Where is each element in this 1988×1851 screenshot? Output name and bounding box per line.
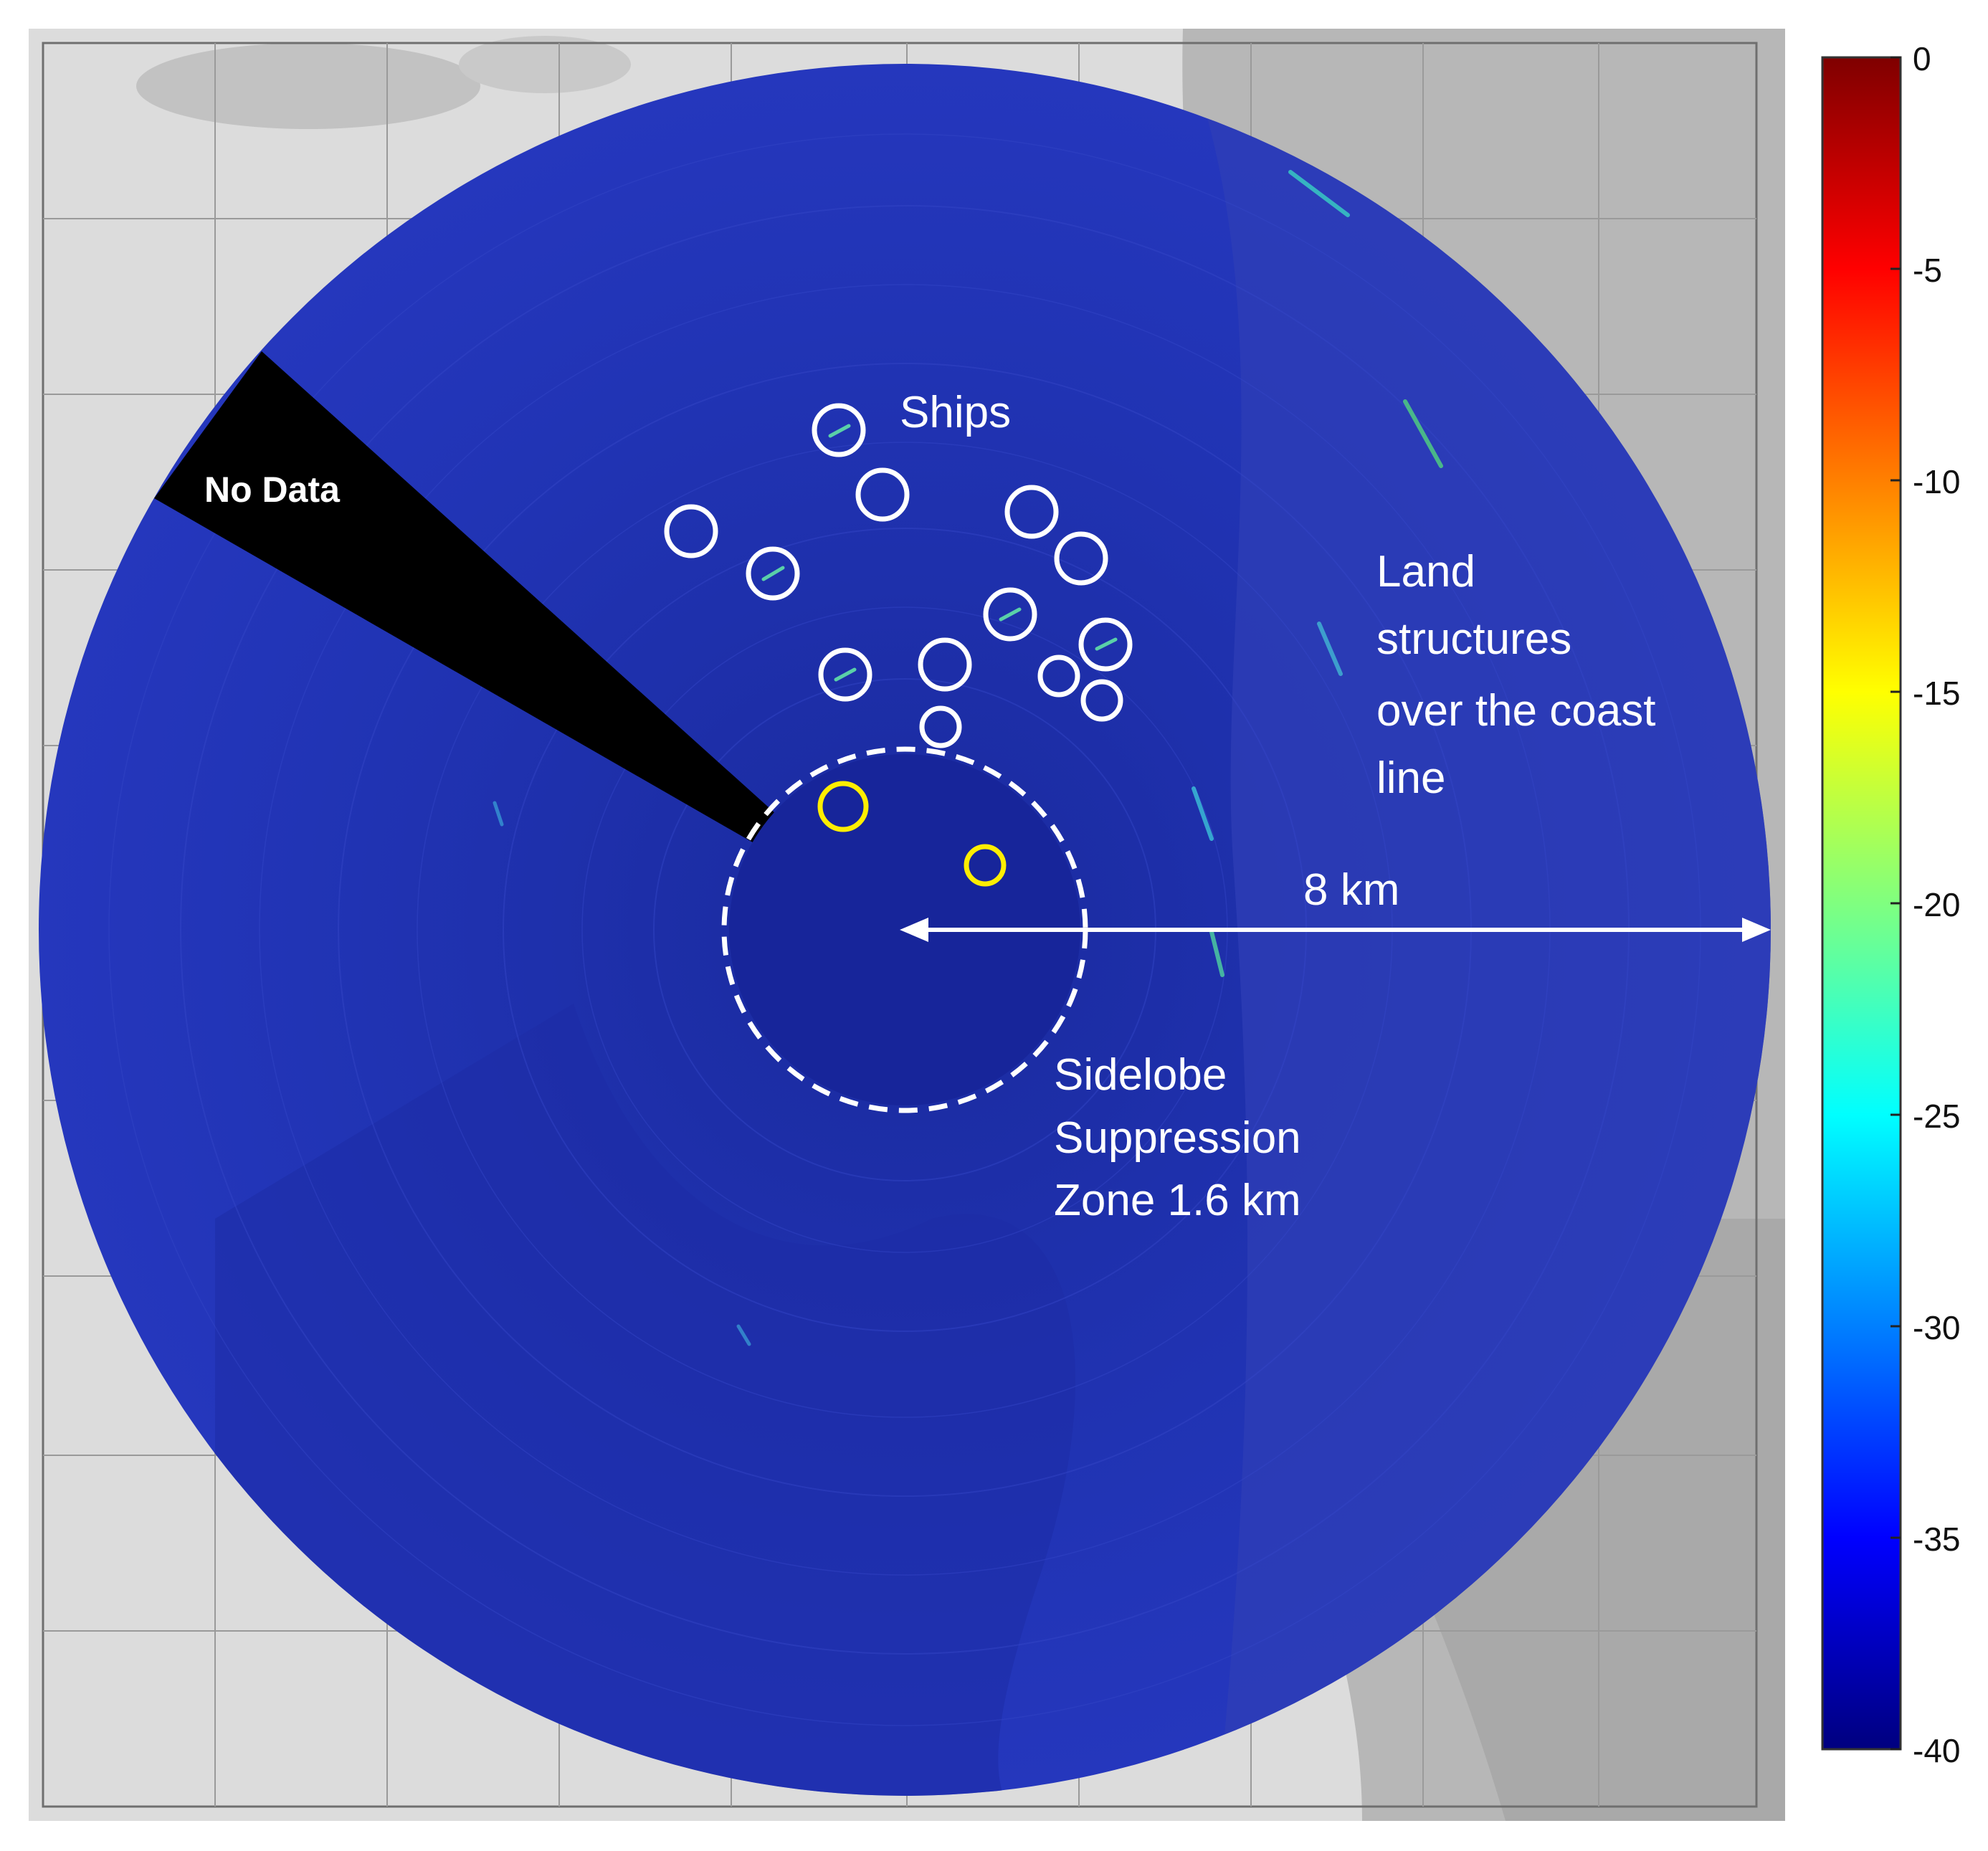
colorbar: 0 -5 -10 -15 -20 -25 -30 -35 -40 (1821, 40, 1960, 1769)
ship-marker (855, 467, 910, 522)
colorbar-tick-label: -35 (1913, 1521, 1960, 1558)
colorbar-tick-label: -30 (1913, 1309, 1960, 1346)
highlighted-markers (817, 781, 1007, 887)
colorbar-gradient (1821, 56, 1902, 1751)
ship-marker (1078, 617, 1133, 672)
land-structures-label-line: Land (1376, 547, 1475, 596)
highlighted-marker (964, 844, 1007, 887)
ship-marker (983, 587, 1037, 642)
sidelobe-label-line: Sidelobe (1054, 1050, 1227, 1100)
sidelobe-label-line: Zone 1.6 km (1054, 1176, 1301, 1225)
ship-marker (746, 546, 800, 601)
ship-markers (664, 403, 1133, 748)
ship-marker (919, 705, 962, 748)
colorbar-tick-label: -10 (1913, 463, 1960, 500)
land-structures-label-line: over the coast (1376, 686, 1655, 736)
colorbar-tick-label: -15 (1913, 675, 1960, 712)
ships-label: Ships (900, 388, 1011, 437)
ship-marker (918, 637, 972, 692)
ship-echoes (761, 424, 1118, 682)
ship-marker (664, 504, 718, 558)
land-structures-label-line: structures (1376, 614, 1571, 664)
colorbar-tick-label: -25 (1913, 1098, 1960, 1135)
no-data-sector (154, 351, 905, 930)
radar-echo-streaks (493, 170, 1443, 1346)
colorbar-ticks: 0 -5 -10 -15 -20 -25 -30 -35 -40 (1890, 40, 1960, 1769)
ship-marker (1054, 531, 1108, 586)
ship-marker (1080, 679, 1123, 722)
ship-marker (1004, 485, 1059, 539)
ship-marker (812, 403, 866, 457)
colorbar-tick-label: 0 (1913, 40, 1931, 77)
highlighted-marker (817, 781, 869, 832)
colorbar-tick-label: -20 (1913, 886, 1960, 923)
colorbar-tick-label: -40 (1913, 1732, 1960, 1769)
range-arrow (900, 918, 1771, 942)
colorbar-tick-label: -5 (1913, 252, 1942, 289)
ship-marker (1037, 655, 1080, 698)
ship-marker (818, 647, 872, 702)
range-label: 8 km (1303, 865, 1399, 915)
no-data-label: No Data (204, 470, 341, 510)
sidelobe-label-line: Suppression (1054, 1113, 1301, 1163)
land-structures-label-line: line (1376, 753, 1446, 803)
